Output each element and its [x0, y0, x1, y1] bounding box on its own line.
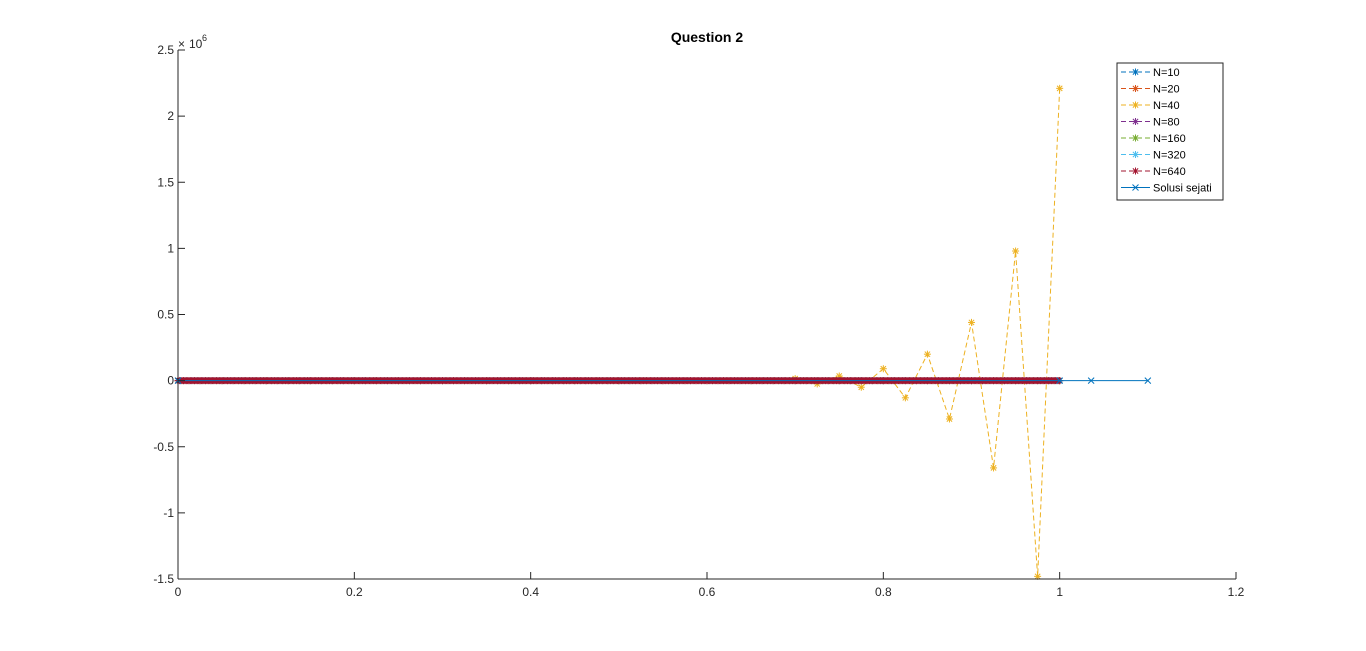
legend: N=10 N=20 N=40 N=80 N=160 N=320 N=640 Solusi se… [1116, 62, 1224, 201]
legend-marker [1132, 184, 1139, 191]
axes-background [178, 50, 1236, 579]
chart-title: Question 2 [671, 29, 744, 45]
data-point [879, 365, 887, 373]
legend-marker [1132, 167, 1139, 175]
legend-label: N=320 [1153, 150, 1186, 162]
data-point [990, 464, 998, 472]
legend-marker [1132, 85, 1139, 92]
legend-entry: Solusi sejati [1121, 183, 1212, 195]
y-tick-label: 0 [167, 374, 174, 388]
x-tick-label: 0.2 [346, 585, 363, 599]
y-tick-label: 1 [167, 241, 174, 255]
y-tick-label: 1.5 [157, 175, 174, 189]
y-exponent-power: 6 [202, 33, 207, 43]
x-tick-label: 0.4 [522, 585, 539, 599]
y-exponent-base: 10 [189, 37, 203, 51]
legend-entry: N=320 [1121, 150, 1186, 162]
data-point [1056, 84, 1064, 92]
y-tick-label: 2 [167, 109, 174, 123]
legend-label: Solusi sejati [1153, 183, 1212, 195]
data-point [945, 415, 953, 423]
data-point [923, 350, 931, 358]
legend-box [1116, 62, 1224, 201]
legend-marker [1132, 68, 1139, 76]
y-tick-label: -0.5 [153, 440, 174, 454]
legend-marker [1132, 101, 1139, 109]
legend-label: N=40 [1153, 100, 1180, 112]
data-point [1012, 247, 1020, 255]
y-exponent-label: × 10 6 [178, 33, 207, 51]
x-tick-label: 1.2 [1228, 585, 1245, 599]
y-tick-label: 2.5 [157, 43, 174, 57]
legend-entry: N=40 [1121, 100, 1180, 112]
legend-entry: N=80 [1121, 117, 1180, 129]
legend-label: N=20 [1153, 84, 1180, 96]
legend-marker [1132, 151, 1139, 158]
axes-layer: 0 0.2 0.4 0.6 0.8 1 1.2 -1.5 -1 -0.5 0 0.5 1 1.5 2 2.5 [153, 43, 1244, 599]
data-point [901, 394, 909, 402]
legend-entry: N=20 [1121, 84, 1180, 96]
legend-entry: N=640 [1121, 166, 1186, 178]
series-solusi-sejati [174, 377, 1152, 384]
x-tick-label: 0 [175, 585, 182, 599]
legend-label: N=160 [1153, 133, 1186, 145]
legend-marker [1132, 118, 1139, 125]
data-point [857, 383, 865, 391]
y-tick-label: -1 [163, 506, 174, 520]
data-point [1144, 377, 1152, 384]
legend-marker [1132, 134, 1139, 142]
y-tick-label: -1.5 [153, 572, 174, 586]
data-point [1056, 377, 1064, 384]
y-exponent-times: × [178, 37, 185, 51]
x-tick-label: 0.8 [875, 585, 892, 599]
data-point [1087, 377, 1095, 384]
x-tick-label: 0.6 [699, 585, 716, 599]
plot-layer [174, 84, 1152, 580]
legend-label: N=10 [1153, 67, 1180, 79]
legend-label: N=80 [1153, 117, 1180, 129]
x-tick-label: 1 [1056, 585, 1063, 599]
legend-entry: N=160 [1121, 133, 1186, 145]
legend-entry: N=10 [1121, 67, 1180, 79]
legend-label: N=640 [1153, 166, 1186, 178]
data-point [968, 318, 975, 326]
data-point [1034, 572, 1042, 580]
y-tick-label: 0.5 [157, 308, 174, 322]
